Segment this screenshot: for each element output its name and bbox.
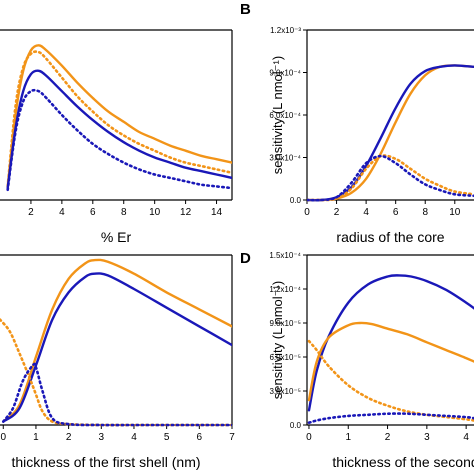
y-tick-label: 6.0x10⁻⁵	[269, 353, 301, 362]
y-tick-label: 3.0x10⁻⁴	[269, 154, 301, 163]
y-tick-label: 1.2x10⁻⁴	[269, 285, 301, 294]
y-tick-label: 1.5x10⁻⁴	[269, 251, 301, 260]
series-line-blue-dotted	[1, 362, 232, 427]
panel-b: 0 2 4 6 8 10 0.0 3.0x10⁻⁴ 6.0x10⁻⁴ 9.0x10⁻⁴ 1.2x10…	[240, 1, 474, 245]
y-axis-label: sensitivity (L nmol⁻¹)	[270, 281, 285, 399]
x-axis-label: thickness of the first shell (nm)	[11, 454, 200, 470]
x-axis-label: thickness of the second	[332, 454, 474, 470]
series-line-orange-solid	[2, 258, 232, 423]
x-tick-label: 1	[345, 432, 351, 443]
x-tick-label: 2	[385, 432, 391, 443]
series-line-blue-dotted	[6, 88, 232, 192]
y-tick-label: 0.0	[290, 421, 302, 430]
x-tick-label: 2	[334, 207, 340, 218]
panel-d: 0 1 2 3 4 0.0 3.0x10⁻⁵ 6.0x10⁻⁵ 9.0x10⁻⁵ 1.2x10⁻⁴…	[240, 250, 474, 470]
series-line-blue-dotted	[307, 412, 474, 424]
y-tick-label: 1.2x10⁻³	[270, 26, 301, 35]
x-tick-label: 4	[463, 432, 469, 443]
panel-a: 2 4 6 8 10 12 14 % Er	[0, 29, 233, 245]
y-tick-label: 9.0x10⁻⁵	[269, 319, 301, 328]
x-tick-label: 0	[304, 207, 310, 218]
series-line-orange-solid	[307, 321, 474, 402]
x-tick-label: 10	[449, 207, 461, 218]
x-axis-label: radius of the core	[336, 229, 444, 245]
x-tick-label: 8	[121, 207, 127, 218]
series-line-blue-solid	[307, 274, 474, 412]
x-tick-label: 14	[211, 207, 223, 218]
x-tick-label: 5	[164, 432, 170, 443]
x-tick-label: 3	[99, 432, 105, 443]
x-tick-label: 12	[180, 207, 192, 218]
y-axis-label: sensitivity (L nmol⁻¹)	[270, 56, 285, 174]
x-tick-label: 0	[306, 432, 312, 443]
series-line-orange-dotted	[307, 154, 474, 202]
series-line-orange-dotted	[0, 318, 232, 427]
x-tick-label: 4	[131, 432, 137, 443]
y-tick-label: 3.0x10⁻⁵	[269, 387, 301, 396]
series-line-blue-solid	[6, 69, 232, 190]
x-tick-label: 6	[90, 207, 96, 218]
x-tick-label: 10	[149, 207, 161, 218]
x-tick-label: 6	[197, 432, 203, 443]
series-line-blue-solid	[2, 272, 232, 423]
x-tick-label: 4	[363, 207, 369, 218]
x-tick-label: 1	[33, 432, 39, 443]
y-tick-label: 6.0x10⁻⁴	[269, 111, 301, 120]
series-line-blue-dotted	[307, 154, 474, 202]
panel-letter: B	[240, 1, 251, 18]
x-tick-label: 8	[422, 207, 428, 218]
series-line-orange-dotted	[6, 50, 232, 188]
panel-letter: D	[240, 250, 251, 267]
x-tick-label: 0	[0, 432, 6, 443]
x-tick-label: 3	[424, 432, 430, 443]
x-axis-label: % Er	[101, 229, 132, 245]
x-tick-label: 4	[59, 207, 65, 218]
series-line-orange-dotted	[307, 339, 474, 422]
x-tick-label: 6	[393, 207, 399, 218]
series-line-blue-solid	[307, 64, 474, 202]
x-tick-label: 2	[66, 432, 72, 443]
x-tick-label: 2	[28, 207, 34, 218]
series-line-orange-solid	[6, 44, 232, 188]
y-tick-label: 9.0x10⁻⁴	[269, 69, 301, 78]
y-tick-label: 0.0	[290, 196, 302, 205]
series-line-orange-solid	[307, 64, 474, 202]
x-tick-label: 7	[229, 432, 235, 443]
panel-c: 0 1 2 3 4 5 6 7 thickness of the first shell (nm…	[0, 254, 235, 470]
